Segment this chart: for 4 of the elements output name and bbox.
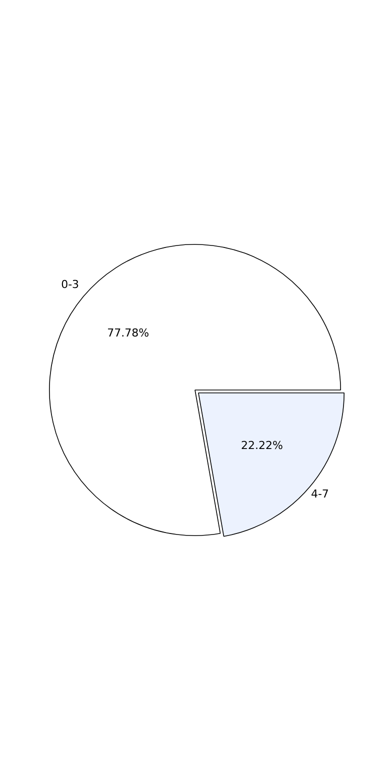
slice-label: 4-7 xyxy=(310,488,329,501)
slice-label: 0-3 xyxy=(61,278,80,292)
data-label: 77.78% xyxy=(107,326,150,340)
data-label: 22.22% xyxy=(240,439,283,452)
